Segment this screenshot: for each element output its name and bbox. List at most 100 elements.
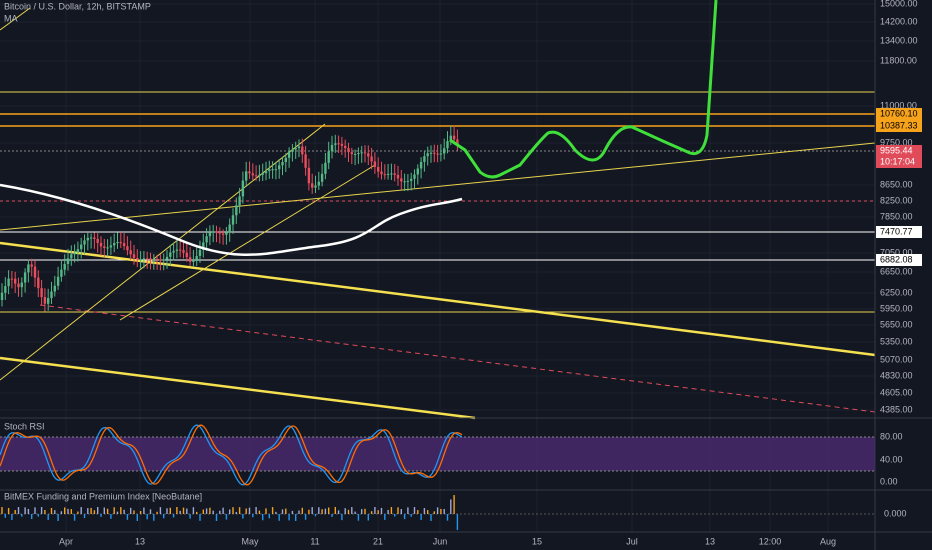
time-label: 13	[135, 536, 145, 546]
funding-bar	[334, 507, 336, 514]
time-label: Jul	[626, 536, 638, 546]
candle-body	[370, 156, 373, 162]
candle-body	[274, 169, 278, 171]
funding-bar	[324, 508, 327, 514]
candle-body	[172, 250, 175, 253]
candle-body	[14, 278, 17, 284]
funding-bar	[120, 507, 122, 514]
funding-bar	[113, 507, 115, 514]
candle-body	[149, 258, 152, 260]
price-tag-label: 7470.77	[880, 226, 913, 236]
candle-body	[136, 257, 139, 260]
funding-bar	[192, 507, 195, 514]
funding-bar	[60, 511, 63, 514]
price-label: 11800.00	[880, 55, 917, 65]
candle-body	[0, 292, 4, 300]
candle-body	[314, 185, 317, 188]
funding-bar	[357, 514, 360, 521]
time-label: Apr	[59, 536, 73, 546]
forecast-drawing	[449, 0, 718, 179]
candle-body	[113, 243, 116, 246]
candle-body	[89, 237, 93, 239]
funding-bar	[354, 511, 356, 514]
funding-bar	[205, 508, 208, 514]
candle-body	[228, 224, 231, 233]
candle-body	[271, 169, 274, 171]
price-tag	[876, 120, 922, 132]
funding-bar	[4, 514, 6, 518]
candle-body	[403, 181, 406, 183]
candle-body	[324, 162, 327, 174]
price-tag	[876, 226, 922, 238]
candle-body	[43, 297, 47, 304]
funding-bar	[24, 507, 26, 514]
candle-body	[215, 231, 218, 233]
funding-bar	[1, 507, 3, 514]
funding-bar	[288, 514, 290, 521]
funding-bar	[423, 508, 426, 514]
candle-body	[238, 196, 241, 206]
candle-body	[212, 231, 215, 233]
funding-bar	[377, 510, 379, 514]
candle-body	[96, 238, 99, 243]
time-label: Aug	[820, 536, 836, 546]
price-tag-label: 10387.33	[880, 120, 918, 130]
funding-bar	[331, 514, 333, 517]
candle-body	[129, 250, 132, 255]
funding-bar	[361, 509, 363, 514]
candle-body	[165, 256, 169, 260]
funding-bar	[252, 514, 254, 518]
candle-body	[208, 232, 212, 237]
funding-bar	[83, 514, 86, 519]
funding-bar	[199, 514, 201, 521]
candle-body	[132, 254, 136, 258]
candle-body	[56, 276, 60, 286]
candle-body	[383, 174, 386, 176]
candle-body	[380, 171, 383, 175]
funding-bar	[413, 507, 416, 514]
pane-title: BitMEX Funding and Premium Index [NeoBut…	[4, 491, 202, 501]
funding-bar	[106, 508, 109, 514]
funding-bar	[209, 507, 211, 514]
moving-average	[0, 183, 463, 257]
candle-body	[155, 258, 159, 260]
candle-body	[126, 246, 129, 251]
candle-body	[99, 242, 103, 247]
funding-bar	[344, 508, 346, 514]
funding-bar	[176, 507, 178, 514]
candle-body	[179, 249, 182, 251]
funding-bar	[17, 507, 20, 514]
funding-bar	[34, 507, 36, 514]
candle-body	[386, 173, 390, 175]
candles	[0, 125, 459, 312]
candle-body	[139, 259, 142, 261]
funding-bar	[420, 514, 422, 520]
time-label: 11	[310, 536, 319, 546]
funding-bar	[242, 514, 244, 519]
funding-bar	[262, 514, 264, 521]
candle-body	[446, 141, 449, 149]
funding-bar	[116, 511, 119, 514]
funding-bar	[440, 508, 442, 514]
candle-body	[198, 249, 202, 256]
candle-body	[205, 236, 208, 243]
candle-body	[202, 242, 205, 250]
price-tag	[876, 108, 922, 120]
funding-bar	[37, 514, 39, 517]
funding-bar	[245, 508, 247, 514]
funding-bar	[219, 510, 221, 514]
funding-bar	[196, 511, 198, 514]
candle-body	[363, 152, 367, 154]
price-label: 9750.00	[880, 137, 913, 147]
trend-line	[0, 241, 876, 357]
candle-body	[330, 144, 334, 152]
candle-body	[17, 283, 20, 288]
candle-body	[433, 152, 436, 154]
funding-bar	[73, 514, 76, 521]
funding-bar	[202, 509, 204, 514]
candle-body	[258, 174, 261, 177]
candle-body	[40, 288, 43, 298]
funding-bar	[410, 514, 412, 517]
funding-label: 0.000	[884, 508, 907, 518]
